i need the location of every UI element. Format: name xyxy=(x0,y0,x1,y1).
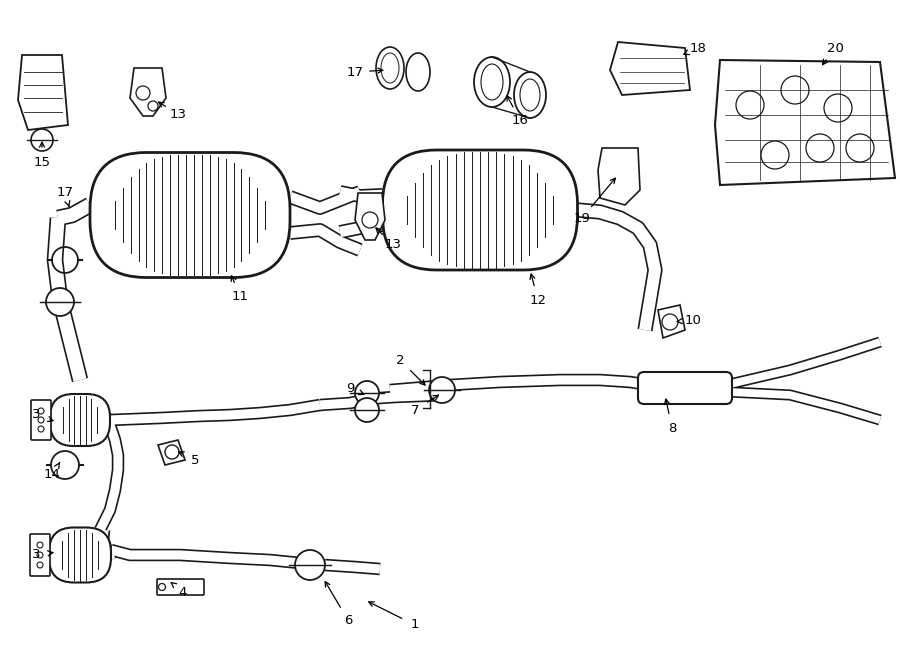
Text: 20: 20 xyxy=(826,42,843,54)
Text: 3: 3 xyxy=(32,549,40,561)
Text: 9: 9 xyxy=(346,381,355,395)
FancyBboxPatch shape xyxy=(90,153,290,278)
Polygon shape xyxy=(658,305,685,338)
Text: 6: 6 xyxy=(344,613,352,627)
Ellipse shape xyxy=(406,53,430,91)
Circle shape xyxy=(355,381,379,405)
FancyBboxPatch shape xyxy=(50,394,110,446)
Text: 16: 16 xyxy=(511,114,528,126)
Ellipse shape xyxy=(376,47,404,89)
FancyBboxPatch shape xyxy=(382,150,578,270)
Text: 13: 13 xyxy=(384,239,401,251)
Text: 11: 11 xyxy=(231,290,248,303)
Text: 12: 12 xyxy=(529,293,546,307)
Text: 13: 13 xyxy=(169,108,186,120)
Polygon shape xyxy=(598,148,640,205)
Circle shape xyxy=(355,398,379,422)
Ellipse shape xyxy=(514,72,546,118)
Circle shape xyxy=(31,129,53,151)
FancyBboxPatch shape xyxy=(157,579,204,595)
Circle shape xyxy=(429,377,455,403)
FancyBboxPatch shape xyxy=(30,534,50,576)
Ellipse shape xyxy=(474,57,510,107)
Text: 7: 7 xyxy=(410,403,419,416)
Text: 10: 10 xyxy=(685,313,701,327)
FancyBboxPatch shape xyxy=(49,527,111,582)
Text: 17: 17 xyxy=(346,65,364,79)
Text: 5: 5 xyxy=(191,453,199,467)
Text: 2: 2 xyxy=(396,354,404,366)
Polygon shape xyxy=(158,440,185,465)
Polygon shape xyxy=(610,42,690,95)
Text: 1: 1 xyxy=(410,619,419,631)
Text: 15: 15 xyxy=(33,155,50,169)
Text: 17: 17 xyxy=(57,186,74,200)
Polygon shape xyxy=(18,55,68,130)
Text: 18: 18 xyxy=(689,42,706,54)
Text: 4: 4 xyxy=(179,586,187,598)
Polygon shape xyxy=(715,60,895,185)
Circle shape xyxy=(295,550,325,580)
Circle shape xyxy=(46,288,74,316)
Text: 14: 14 xyxy=(43,469,60,481)
Polygon shape xyxy=(355,193,385,240)
FancyBboxPatch shape xyxy=(31,400,51,440)
FancyBboxPatch shape xyxy=(638,372,732,404)
Polygon shape xyxy=(130,68,166,116)
Text: 19: 19 xyxy=(573,212,590,225)
Text: 8: 8 xyxy=(668,422,676,434)
Text: 3: 3 xyxy=(32,408,40,422)
